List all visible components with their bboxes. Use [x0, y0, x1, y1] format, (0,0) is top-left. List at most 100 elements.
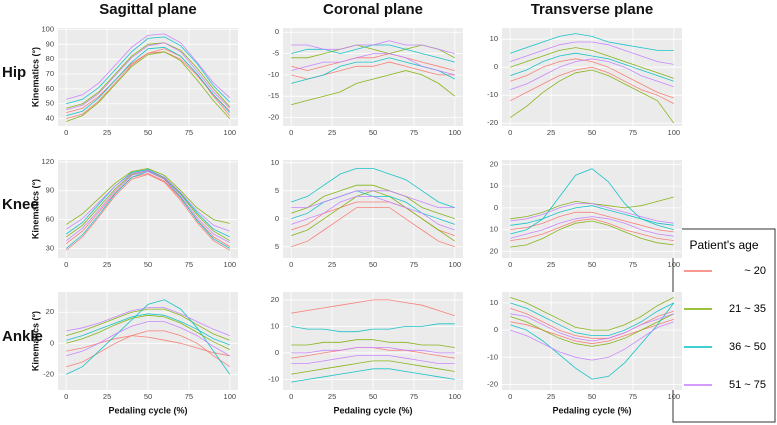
- x-tick-label: 25: [547, 392, 555, 401]
- data-line: [510, 211, 674, 233]
- y-tick-label: 5: [275, 242, 279, 251]
- data-line: [510, 302, 675, 380]
- x-tick-label: 25: [103, 128, 111, 137]
- data-line: [510, 58, 674, 99]
- data-line: [291, 299, 455, 317]
- y-tick-label: 0: [494, 325, 498, 334]
- data-line: [66, 33, 231, 100]
- y-tick-label: -10: [268, 374, 279, 383]
- legend-box: [672, 228, 776, 423]
- data-line: [510, 205, 674, 226]
- legend-label: 21 ~ 35: [729, 303, 766, 315]
- x-tick-label: 100: [449, 260, 462, 269]
- x-axis-label: Pedaling cycle (%): [333, 405, 412, 415]
- x-tick-label: 50: [144, 392, 152, 401]
- data-line: [65, 168, 230, 225]
- x-tick-label: 75: [185, 260, 193, 269]
- y-axis-label: Kinematics (°): [30, 47, 40, 107]
- y-tick-label: 50: [46, 99, 54, 108]
- data-line: [291, 168, 455, 208]
- x-tick-label: 75: [410, 392, 418, 401]
- data-line: [291, 355, 455, 364]
- data-line: [291, 70, 456, 106]
- column-title: Transverse plane: [531, 1, 654, 18]
- data-line: [66, 51, 231, 122]
- y-tick-label: 120: [41, 157, 54, 166]
- data-line: [510, 216, 674, 239]
- x-tick-label: 50: [144, 128, 152, 137]
- y-tick-label: 90: [46, 39, 54, 48]
- x-tick-label: 75: [410, 128, 418, 137]
- x-tick-label: 50: [369, 260, 377, 269]
- x-tick-label: 25: [328, 392, 336, 401]
- column-title: Sagittal plane: [99, 1, 197, 18]
- data-line: [66, 307, 230, 336]
- data-line: [291, 339, 455, 348]
- data-line: [66, 42, 231, 109]
- y-tick-label: 60: [46, 215, 54, 224]
- data-line: [65, 173, 231, 251]
- y-tick-label: -15: [268, 91, 279, 100]
- data-line: [291, 190, 455, 208]
- x-tick-label: 25: [103, 260, 111, 269]
- data-line: [291, 323, 455, 333]
- legend-label: 51 ~ 75: [729, 379, 766, 391]
- data-line: [66, 42, 231, 111]
- x-tick-label: 100: [224, 392, 237, 401]
- x-tick-label: 50: [588, 260, 596, 269]
- y-tick-label: -20: [487, 118, 498, 127]
- y-tick-label: 5: [275, 186, 279, 195]
- x-tick-label: 100: [668, 128, 681, 137]
- y-tick-label: 20: [490, 246, 498, 255]
- x-tick-label: 0: [64, 260, 68, 269]
- y-tick-label: 0: [50, 338, 54, 347]
- x-tick-label: 100: [449, 128, 462, 137]
- x-tick-label: 25: [328, 128, 336, 137]
- y-tick-label: 70: [46, 69, 54, 78]
- x-tick-label: 50: [588, 128, 596, 137]
- x-tick-label: 75: [629, 260, 637, 269]
- y-tick-label: 40: [46, 114, 54, 123]
- data-line: [291, 196, 455, 231]
- x-tick-label: 0: [289, 392, 293, 401]
- x-tick-label: 25: [547, 260, 555, 269]
- data-line: [65, 169, 230, 238]
- x-tick-label: 75: [185, 392, 193, 401]
- x-tick-label: 0: [289, 260, 293, 269]
- x-tick-label: 100: [224, 260, 237, 269]
- x-tick-label: 25: [547, 128, 555, 137]
- y-tick-label: 20: [46, 307, 54, 316]
- data-line: [66, 313, 230, 346]
- row-label: Knee: [2, 196, 39, 213]
- x-tick-label: 100: [449, 392, 462, 401]
- data-line: [510, 220, 674, 248]
- y-tick-label: 10: [490, 181, 498, 190]
- x-tick-label: 50: [369, 128, 377, 137]
- data-line: [291, 53, 455, 76]
- data-line: [66, 46, 231, 116]
- data-line: [291, 368, 455, 383]
- y-tick-label: 30: [46, 243, 54, 252]
- x-tick-label: 0: [289, 128, 293, 137]
- x-tick-label: 100: [224, 128, 237, 137]
- x-tick-label: 0: [64, 128, 68, 137]
- data-line: [510, 33, 674, 54]
- y-tick-label: 0: [275, 348, 279, 357]
- y-tick-label: 0: [494, 62, 498, 71]
- data-line: [510, 168, 674, 235]
- data-line: [510, 58, 674, 90]
- x-tick-label: 100: [668, 260, 681, 269]
- x-tick-label: 50: [369, 392, 377, 401]
- data-line: [510, 318, 674, 345]
- x-tick-label: 100: [668, 392, 681, 401]
- y-tick-label: -20: [43, 369, 54, 378]
- x-tick-label: 0: [508, 260, 512, 269]
- data-line: [65, 171, 230, 243]
- data-line: [510, 321, 674, 361]
- data-line: [66, 335, 230, 357]
- y-tick-label: 0: [275, 214, 279, 223]
- y-tick-label: 80: [46, 54, 54, 63]
- data-line: [509, 69, 675, 124]
- y-tick-label: 10: [490, 298, 498, 307]
- x-tick-label: 50: [588, 392, 596, 401]
